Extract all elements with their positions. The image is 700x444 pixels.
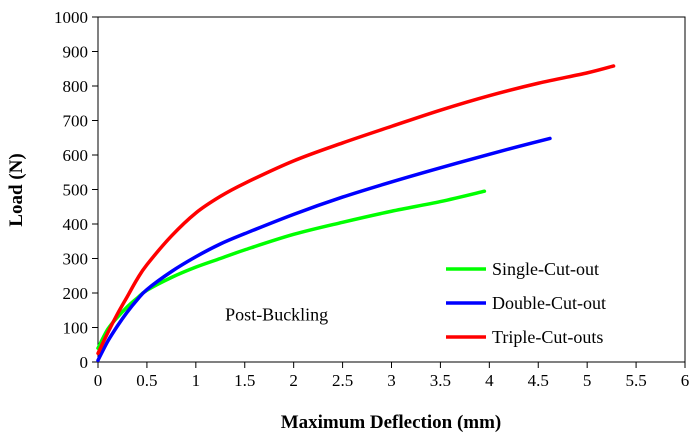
y-axis-title: Load (N) — [6, 153, 27, 226]
x-tick-label: 5 — [583, 371, 592, 390]
y-tick-label: 700 — [63, 112, 89, 131]
y-tick-label: 800 — [63, 77, 89, 96]
x-tick-label: 1.5 — [234, 371, 255, 390]
y-tick-label: 0 — [80, 353, 89, 372]
x-tick-label: 2.5 — [332, 371, 353, 390]
x-tick-label: 3.5 — [430, 371, 451, 390]
y-tick-label: 400 — [63, 215, 89, 234]
y-axis-ticks: 0 100 200 300 400 500 600 700 800 900 1000 — [54, 8, 98, 372]
x-tick-label: 3 — [387, 371, 396, 390]
series-layer — [96, 64, 616, 363]
x-tick-label: 0 — [94, 371, 103, 390]
y-tick-label: 500 — [63, 181, 89, 200]
x-tick-label: 6 — [681, 371, 690, 390]
x-axis-title: Maximum Deflection (mm) — [281, 412, 502, 433]
x-tick-label: 2 — [289, 371, 298, 390]
y-tick-label: 100 — [63, 319, 89, 338]
legend-label-triple-cut-outs: Triple-Cut-outs — [492, 327, 603, 347]
x-tick-label: 1 — [192, 371, 201, 390]
y-tick-label: 1000 — [54, 8, 88, 27]
legend-label-double-cut-out: Double-Cut-out — [492, 293, 606, 313]
y-tick-label: 900 — [63, 43, 89, 62]
y-tick-label: 600 — [63, 146, 89, 165]
legend-label-single-cut-out: Single-Cut-out — [492, 259, 599, 279]
series-line-single-cut-out — [96, 189, 487, 350]
x-tick-label: 4.5 — [528, 371, 549, 390]
y-tick-label: 300 — [63, 250, 89, 269]
x-tick-label: 4 — [485, 371, 494, 390]
y-tick-label: 200 — [63, 284, 89, 303]
series-line-double-cut-out — [96, 136, 552, 363]
series-line-triple-cut-outs — [96, 64, 616, 356]
post-buckling-annotation: Post-Buckling — [225, 305, 328, 325]
x-axis-ticks: 0 0.5 1 1.5 2 2.5 3 3.5 4 4.5 5 5.5 6 — [94, 362, 690, 390]
x-tick-label: 0.5 — [136, 371, 157, 390]
legend: Single-Cut-out Double-Cut-out Triple-Cut… — [446, 259, 606, 347]
x-tick-label: 5.5 — [625, 371, 646, 390]
